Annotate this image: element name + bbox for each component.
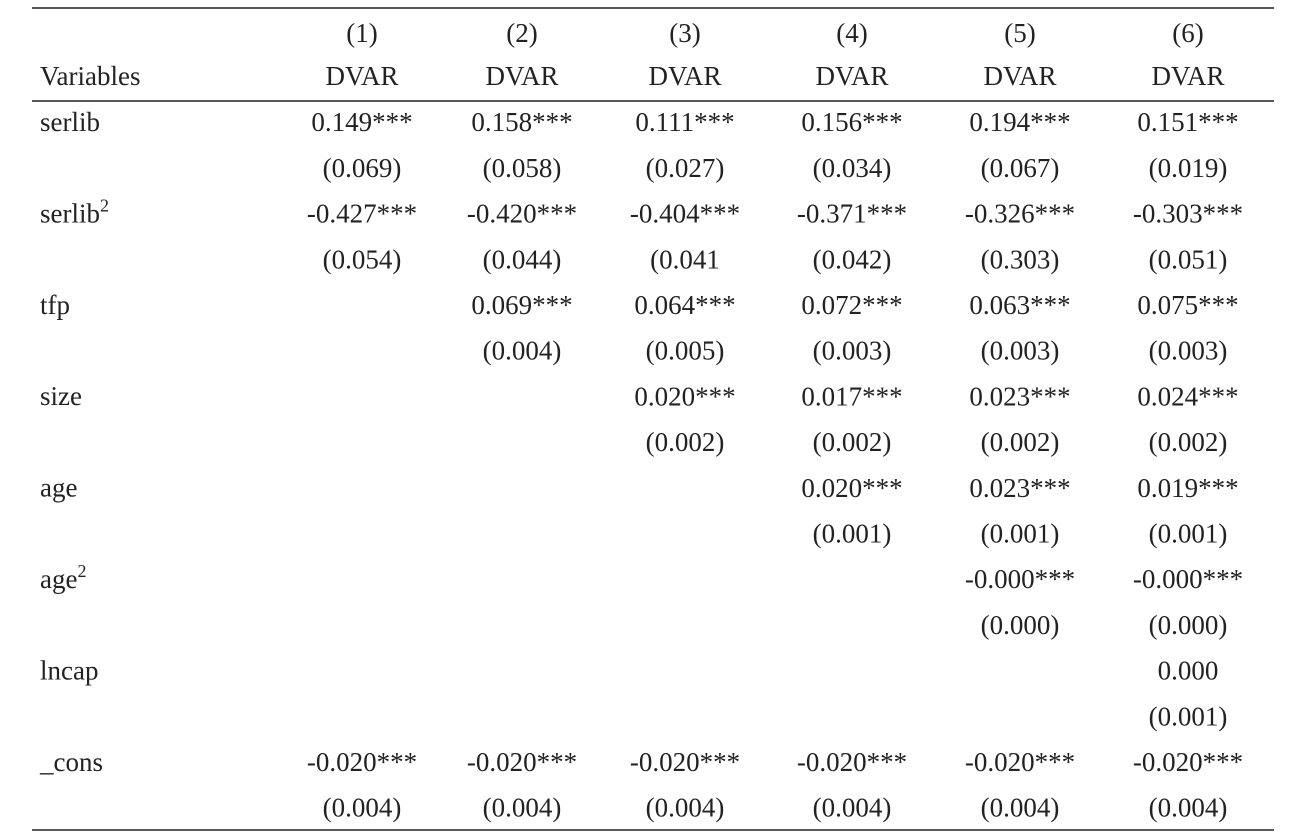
standard-error: (0.041 [650, 244, 720, 274]
coefficient: 0.149*** [311, 107, 412, 137]
column-number: (4) [836, 18, 867, 48]
dependent-variable: DVAR [648, 61, 721, 91]
variable-name: age2 [40, 561, 86, 594]
coefficient: -0.000*** [965, 564, 1075, 594]
standard-error: (0.004) [483, 793, 562, 823]
coefficient: 0.023*** [969, 473, 1070, 503]
standard-error: (0.003) [813, 336, 892, 366]
coefficient: -0.020*** [797, 747, 907, 777]
variable-text: _cons [39, 747, 103, 777]
coefficient: -0.427*** [307, 199, 417, 229]
column-number: (2) [506, 18, 537, 48]
coefficient: 0.158*** [471, 107, 572, 137]
coefficient: 0.023*** [969, 381, 1070, 411]
variable-text: age [40, 564, 77, 594]
standard-error: (0.003) [1149, 336, 1228, 366]
column-number: (3) [669, 18, 700, 48]
standard-error: (0.034) [813, 153, 892, 183]
standard-error: (0.303) [981, 244, 1060, 274]
standard-error: (0.002) [646, 427, 725, 457]
standard-error: (0.003) [981, 336, 1060, 366]
standard-error: (0.067) [981, 153, 1060, 183]
standard-error: (0.027) [646, 153, 725, 183]
standard-error: (0.001) [981, 519, 1060, 549]
coefficient: 0.156*** [801, 107, 902, 137]
coefficient: -0.326*** [965, 199, 1075, 229]
coefficient: -0.020*** [630, 747, 740, 777]
standard-error: (0.004) [813, 793, 892, 823]
coefficient: -0.371*** [797, 199, 907, 229]
coefficient: 0.151*** [1137, 107, 1238, 137]
dependent-variable: DVAR [1151, 61, 1224, 91]
coefficient: -0.020*** [965, 747, 1075, 777]
coefficient: 0.024*** [1137, 381, 1238, 411]
standard-error: (0.004) [981, 793, 1060, 823]
variable-text: age [40, 473, 77, 503]
variable-name: serlib [40, 107, 100, 137]
standard-error: (0.004) [323, 793, 402, 823]
standard-error: (0.004) [646, 793, 725, 823]
coefficient: 0.069*** [471, 290, 572, 320]
variable-text: serlib [40, 199, 100, 229]
variable-name: tfp [40, 290, 70, 320]
standard-error: (0.019) [1149, 153, 1228, 183]
variable-text: serlib [40, 107, 100, 137]
column-number: (6) [1172, 18, 1203, 48]
dependent-variable: DVAR [815, 61, 888, 91]
standard-error: (0.001) [1149, 519, 1228, 549]
superscript: 2 [100, 196, 109, 216]
column-number: (1) [346, 18, 377, 48]
dependent-variable: DVAR [485, 61, 558, 91]
coefficient: 0.000 [1158, 656, 1219, 686]
standard-error: (0.005) [646, 336, 725, 366]
coefficient: -0.020*** [307, 747, 417, 777]
standard-error: (0.002) [813, 427, 892, 457]
coefficient: -0.020*** [467, 747, 577, 777]
standard-error: (0.044) [483, 244, 562, 274]
variable-text: tfp [40, 290, 70, 320]
standard-error: (0.000) [1149, 610, 1228, 640]
standard-error: (0.000) [981, 610, 1060, 640]
standard-error: (0.054) [323, 244, 402, 274]
coefficient: 0.075*** [1137, 290, 1238, 320]
variable-name: age [40, 473, 77, 503]
standard-error: (0.002) [1149, 427, 1228, 457]
standard-error: (0.004) [483, 336, 562, 366]
standard-error: (0.042) [813, 244, 892, 274]
coefficient: -0.303*** [1133, 199, 1243, 229]
coefficient: 0.064*** [634, 290, 735, 320]
standard-error: (0.001) [1149, 701, 1228, 731]
variable-name: size [40, 381, 82, 411]
coefficient: -0.000*** [1133, 564, 1243, 594]
standard-error: (0.002) [981, 427, 1060, 457]
coefficient: 0.194*** [969, 107, 1070, 137]
dependent-variable: DVAR [325, 61, 398, 91]
standard-error: (0.051) [1149, 244, 1228, 274]
standard-error: (0.001) [813, 519, 892, 549]
standard-error: (0.058) [483, 153, 562, 183]
variables-label: Variables [40, 61, 140, 91]
coefficient: -0.420*** [467, 199, 577, 229]
coefficient: 0.020*** [801, 473, 902, 503]
coefficient: 0.111*** [635, 107, 734, 137]
dependent-variable: DVAR [983, 61, 1056, 91]
coefficient: 0.017*** [801, 381, 902, 411]
coefficient: 0.072*** [801, 290, 902, 320]
coefficient: -0.404*** [630, 199, 740, 229]
coefficient: 0.019*** [1137, 473, 1238, 503]
standard-error: (0.069) [323, 153, 402, 183]
variable-text: size [40, 381, 82, 411]
coefficient: 0.063*** [969, 290, 1070, 320]
superscript: 2 [77, 561, 86, 581]
coefficient: -0.020*** [1133, 747, 1243, 777]
variable-name: serlib2 [40, 196, 109, 229]
standard-error: (0.004) [1149, 793, 1228, 823]
variable-name: lncap [40, 656, 98, 686]
column-number: (5) [1004, 18, 1035, 48]
coefficient: 0.020*** [634, 381, 735, 411]
variable-name: _cons [39, 747, 103, 777]
variable-text: lncap [40, 656, 98, 686]
